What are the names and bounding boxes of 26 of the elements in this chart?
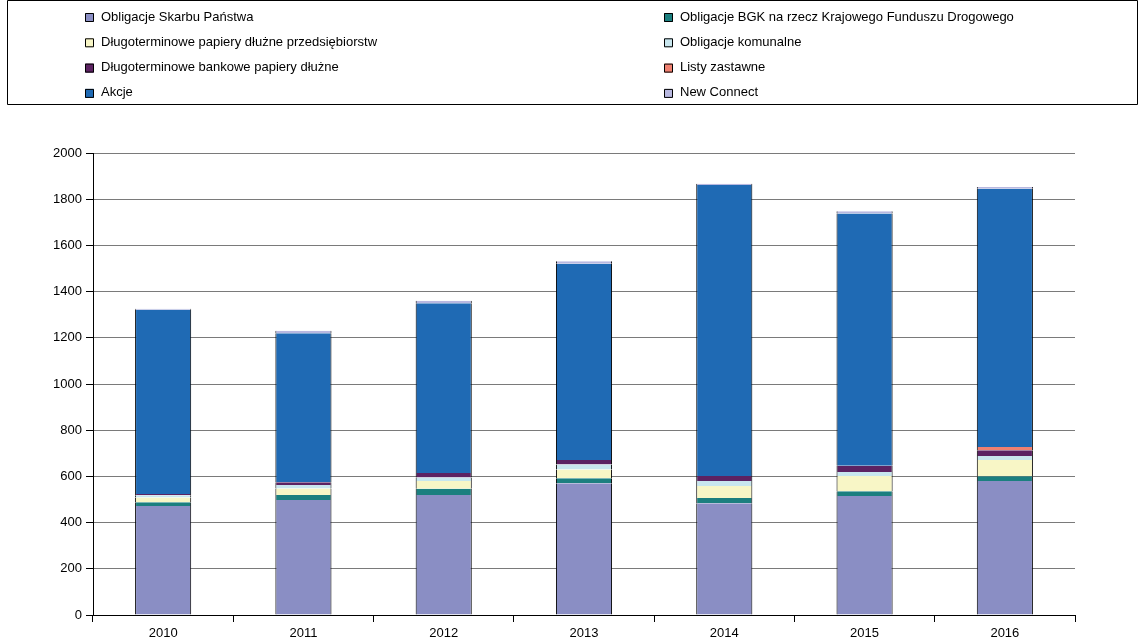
legend-label: Listy zastawne <box>680 59 766 75</box>
legend-label: Obligacje Skarbu Państwa <box>101 8 255 24</box>
y-tick-label: 200 <box>60 560 82 576</box>
y-tick-label: 2000 <box>53 144 82 160</box>
legend-label: Akcje <box>101 84 133 100</box>
y-tick-label: 1000 <box>53 375 82 391</box>
legend-label: Długoterminowe bankowe papiery dłużne <box>101 59 339 75</box>
y-tick-label: 400 <box>60 514 82 530</box>
y-tick-label: 600 <box>60 467 82 483</box>
y-tick-label: 1400 <box>53 283 82 299</box>
legend-label: Długoterminowe papiery dłużne przedsiębiorstw <box>101 33 378 49</box>
legend-label: New Connect <box>680 84 759 100</box>
y-tick-label: 0 <box>74 606 82 622</box>
y-tick-label: 1200 <box>53 329 82 345</box>
x-tick-label: 2012 <box>429 625 459 641</box>
y-tick-label: 800 <box>60 421 82 437</box>
x-tick-label: 2011 <box>289 625 318 641</box>
legend-label: Obligacje komunalne <box>680 33 802 49</box>
y-tick-label: 1800 <box>53 190 82 206</box>
x-tick-label: 2014 <box>709 625 739 641</box>
x-tick-label: 2015 <box>850 625 880 641</box>
legend-label: Obligacje BGK na rzecz Krajowego Funduszu Drogowego <box>680 8 1014 24</box>
y-tick-label: 1600 <box>53 236 82 252</box>
x-tick-label: 2010 <box>148 625 178 641</box>
x-tick-label: 2016 <box>990 625 1020 641</box>
x-tick-label: 2013 <box>569 625 599 641</box>
